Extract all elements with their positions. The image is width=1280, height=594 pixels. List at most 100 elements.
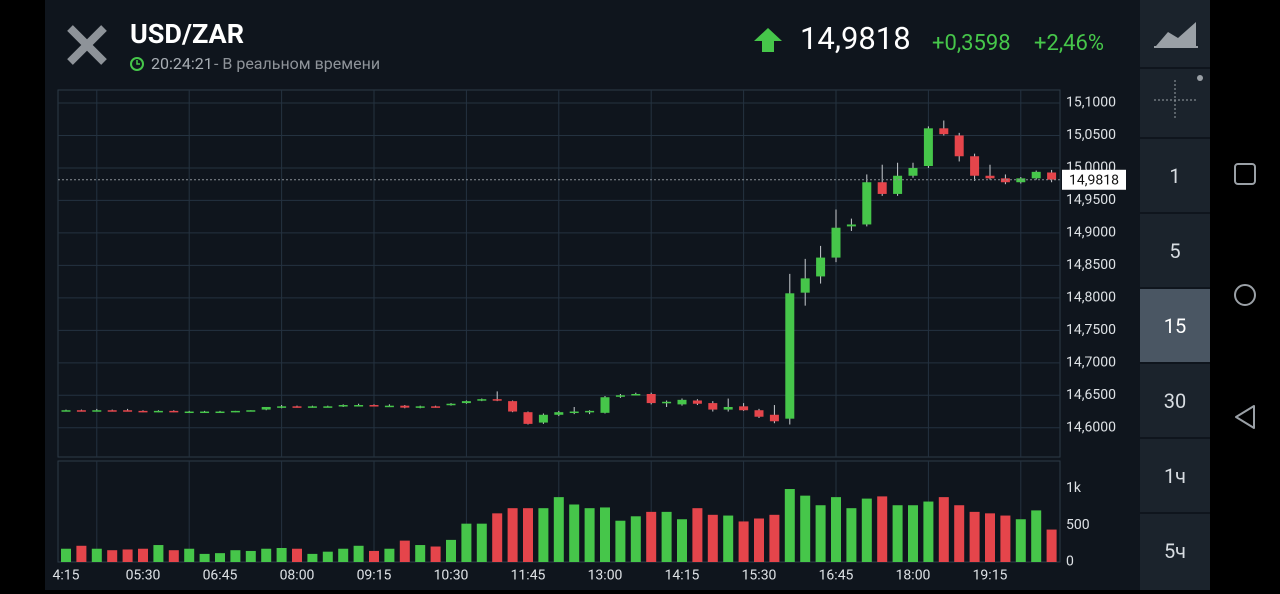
candle-body [769,414,779,422]
volume-bar [138,548,148,562]
volume-bar [877,496,888,562]
chart-type-icon[interactable] [1156,22,1196,46]
time: 20:24:21 [151,54,213,73]
candle-body [354,405,364,407]
volume-bar [769,514,780,562]
interval-button[interactable]: 30 [1140,362,1210,437]
x-tick-label: 10:30 [434,568,469,584]
volume-bar [507,508,518,562]
volume-bar [630,516,641,562]
volume-bar [307,553,318,562]
candle-body [307,406,317,408]
candle-body [1047,172,1057,180]
candle-body [508,401,518,412]
x-tick-label: 14:15 [665,568,700,584]
candle-body [739,406,749,411]
volume-bar [692,508,703,562]
y-tick-label: 14,6500 [1066,387,1116,403]
volume-bar [338,548,349,562]
price: 14,9818 [800,20,911,57]
volume-bar [168,550,179,562]
x-tick-label: 4:15 [53,568,80,584]
interval-button[interactable]: 1 [1140,137,1210,212]
candle-body [153,410,163,413]
candle-body [230,410,240,413]
crosshair-dot [1197,75,1203,81]
volume-bar [815,505,826,562]
candle-body [1016,178,1026,183]
candle-body [107,410,117,412]
x-tick-label: 06:45 [203,568,238,584]
candle-body [400,405,410,408]
interval-button[interactable]: 15 [1140,287,1210,362]
candle-body [446,403,456,406]
interval-button[interactable]: 1ч [1140,437,1210,512]
interval-button[interactable]: 5ч [1140,512,1210,587]
candle-body [646,393,656,404]
candle-body [523,412,533,424]
candle-body [277,406,287,408]
x-tick-label: 19:15 [973,568,1008,584]
change: +0,3598 [932,31,1011,56]
change-percent: +2,46% [1034,31,1104,56]
close-icon[interactable] [67,25,107,65]
candle-body [662,401,672,404]
volume-bar [476,523,487,562]
candle-body [970,156,980,176]
candle-body [800,278,810,293]
volume-bar [122,549,133,562]
home-button[interactable] [1234,284,1256,306]
candle-body [677,399,687,405]
y-tick-label: 14,7000 [1066,355,1116,371]
x-tick-label: 11:45 [511,568,546,584]
candle-body [477,399,487,401]
nav-bar [1210,0,1280,590]
candle-body [816,257,826,277]
candle-body [92,410,102,412]
candle-body [615,395,625,397]
interval-button[interactable]: 5 [1140,212,1210,287]
volume-bar [245,550,256,562]
volume-bar [107,550,118,562]
volume-bar [461,523,472,562]
last-price-label: 14,9818 [1069,172,1119,188]
candle-body [754,410,764,417]
y-tick-label: 14,6000 [1066,419,1116,435]
candle-body [369,405,379,407]
volume-bar [923,501,934,562]
candle-body [862,182,872,225]
candle-body [831,227,841,258]
x-tick-label: 09:15 [357,568,392,584]
volume-bar [754,518,764,562]
volume-bar [61,548,71,562]
volume-bar [415,545,426,562]
volume-bar [677,519,687,562]
candle-body [323,406,333,408]
recents-button[interactable] [1234,163,1256,185]
candle-body [723,406,733,410]
volume-bar [615,520,626,562]
back-button[interactable] [1235,405,1255,429]
volume-bar [938,497,949,562]
chart: USD/ZAR 20:24:21 - В реальном времени 14… [53,18,1126,584]
volume-bar [369,550,379,562]
candle-body [431,406,441,408]
candle-body [61,410,71,412]
volume-bar [446,539,456,562]
volume-bar [384,548,395,562]
candle-body [138,410,148,413]
candle-body [600,397,610,413]
volume-bar [908,505,918,562]
volume-bar [723,515,734,562]
status: - В реальном времени [214,54,380,73]
volume-bar [569,504,580,562]
volume-bar [707,514,718,562]
volume-bar [553,497,564,562]
chart-area: USD/ZAR 20:24:21 - В реальном времени 14… [45,0,1140,590]
volume-bar [184,548,195,562]
volume-bar [261,548,272,562]
y-tick-label: 14,7500 [1066,322,1116,338]
candle-body [708,403,718,410]
candle-body [338,405,348,407]
y-tick-label: 14,8500 [1066,257,1116,273]
